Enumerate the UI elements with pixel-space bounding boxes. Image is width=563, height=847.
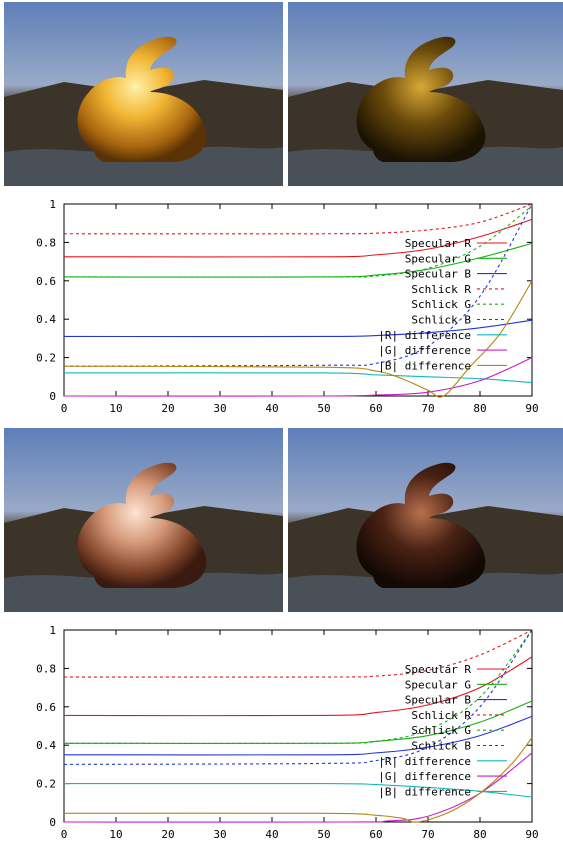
x-tick-label: 70: [421, 402, 434, 415]
legend-label: |G| difference: [378, 344, 471, 357]
y-tick-label: 0.8: [36, 662, 56, 675]
x-tick-label: 0: [61, 402, 68, 415]
y-tick-label: 1: [49, 198, 56, 211]
x-tick-label: 50: [317, 402, 330, 415]
x-tick-label: 40: [265, 402, 278, 415]
series-line-5: [63, 629, 533, 765]
legend-label: |B| difference: [378, 359, 471, 372]
legend-label: Specular R: [405, 663, 472, 676]
series-line-3: [63, 629, 533, 678]
legend-label: Schlick B: [411, 740, 471, 753]
x-tick-label: 30: [213, 828, 226, 841]
x-tick-label: 80: [473, 828, 486, 841]
y-tick-label: 1: [49, 624, 56, 637]
copper-bunny-dark-render: [288, 428, 563, 612]
series-line-8: [63, 280, 533, 398]
x-tick-label: 60: [369, 402, 382, 415]
y-tick-label: 0.2: [36, 352, 56, 365]
x-tick-label: 80: [473, 402, 486, 415]
legend-label: |G| difference: [378, 770, 471, 783]
x-tick-label: 10: [109, 402, 122, 415]
y-tick-label: 0: [49, 390, 56, 403]
legend-label: Specular R: [405, 237, 472, 250]
legend-label: Specular B: [405, 268, 472, 281]
legend-label: Schlick R: [411, 709, 471, 722]
y-tick-label: 0.4: [36, 313, 56, 326]
series-line-2: [63, 715, 533, 756]
x-tick-label: 20: [161, 828, 174, 841]
series-line-4: [63, 205, 533, 278]
y-tick-label: 0.6: [36, 275, 56, 288]
x-tick-label: 0: [61, 828, 68, 841]
legend-label: Specular B: [405, 694, 472, 707]
legend-label: Schlick B: [411, 314, 471, 327]
legend-label: Specular G: [405, 252, 471, 265]
y-tick-label: 0.2: [36, 778, 56, 791]
x-tick-label: 90: [525, 402, 538, 415]
fresnel-chart-gold: 0 10 20 30 40 50 60 70 80 90 0 0.2 0.4 0.6 0.8 1 Specula…: [36, 198, 539, 415]
y-tick-label: 0.4: [36, 739, 56, 752]
legend-label: |B| difference: [378, 785, 471, 798]
series-line-8: [63, 737, 533, 823]
y-tick-label: 0.8: [36, 236, 56, 249]
x-tick-label: 10: [109, 828, 122, 841]
x-tick-label: 20: [161, 402, 174, 415]
legend-label: Schlick R: [411, 283, 471, 296]
series-line-0: [63, 656, 533, 717]
x-tick-label: 90: [525, 828, 538, 841]
legend-label: Schlick G: [411, 724, 471, 737]
y-tick-label: 0.6: [36, 701, 56, 714]
legend-label: |R| difference: [378, 755, 471, 768]
y-tick-label: 0: [49, 816, 56, 829]
series-line-4: [63, 629, 533, 744]
series-line-0: [63, 218, 533, 258]
series-line-5: [63, 203, 533, 367]
series-line-6: [63, 372, 533, 384]
legend-label: Schlick G: [411, 298, 471, 311]
legend-label: Specular G: [405, 678, 471, 691]
fresnel-chart-copper: 0 10 20 30 40 50 60 70 80 90 0 0.2 0.4 0.6 0.8 1 Specula…: [36, 624, 539, 841]
x-tick-label: 40: [265, 828, 278, 841]
series-line-2: [63, 319, 533, 338]
legend-label: |R| difference: [378, 329, 471, 342]
gold-bunny-render: [4, 2, 283, 186]
copper-bunny-render: [4, 428, 283, 612]
gold-bunny-dark-render: [288, 2, 563, 186]
x-tick-label: 30: [213, 402, 226, 415]
series-line-3: [63, 203, 533, 235]
series-line-7: [63, 357, 533, 397]
x-tick-label: 70: [421, 828, 434, 841]
x-tick-label: 60: [369, 828, 382, 841]
x-tick-label: 50: [317, 828, 330, 841]
